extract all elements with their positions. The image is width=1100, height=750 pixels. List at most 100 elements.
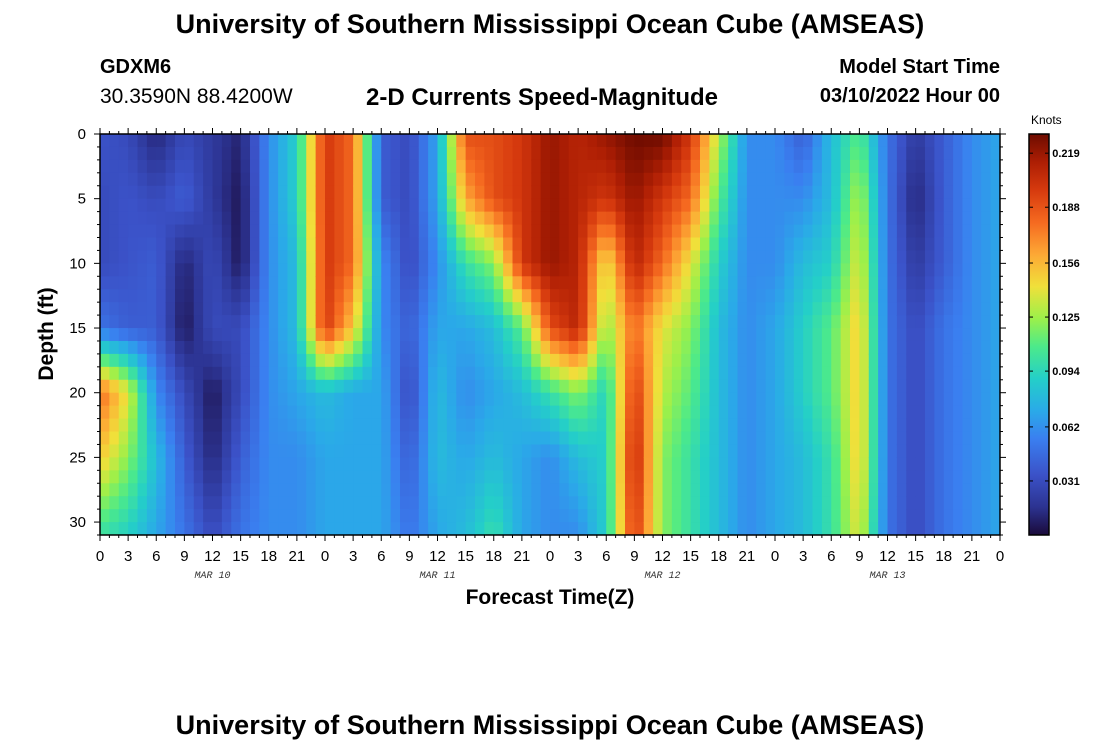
heatmap-cell xyxy=(484,289,495,303)
heatmap-cell xyxy=(221,237,232,252)
heatmap-cell xyxy=(325,431,335,446)
heatmap-cell xyxy=(531,237,542,252)
heatmap-cell xyxy=(765,289,776,303)
heatmap-cell xyxy=(146,366,157,381)
heatmap-cell xyxy=(371,211,382,226)
heatmap-cell xyxy=(887,405,898,420)
heatmap-cell xyxy=(109,431,120,446)
heatmap-cell xyxy=(212,366,223,381)
heatmap-cell xyxy=(821,159,832,174)
heatmap-cell xyxy=(709,444,720,458)
heatmap-cell xyxy=(231,302,242,316)
heatmap-cell xyxy=(700,159,710,174)
heatmap-cell xyxy=(343,353,354,368)
heatmap-cell xyxy=(896,134,907,148)
heatmap-cell xyxy=(231,496,242,510)
heatmap-cell xyxy=(868,328,879,342)
heatmap-cell xyxy=(109,237,120,252)
heatmap-cell xyxy=(859,379,870,394)
date-labels: MAR 10 MAR 11 MAR 12 MAR 13 xyxy=(194,571,905,582)
heatmap-cell xyxy=(737,289,748,303)
heatmap-cell xyxy=(296,483,307,497)
heatmap-cell xyxy=(850,172,860,187)
heatmap-cell xyxy=(784,159,795,174)
heatmap-cell xyxy=(381,250,392,264)
heatmap-cell xyxy=(718,431,729,446)
heatmap-cell xyxy=(268,340,279,355)
heatmap-cell xyxy=(175,483,185,497)
heatmap-cell xyxy=(878,211,889,226)
heatmap-cell xyxy=(203,457,214,471)
heatmap-cell xyxy=(756,159,767,174)
heatmap-cell xyxy=(709,470,720,484)
heatmap-cell xyxy=(371,392,382,407)
heatmap-cell xyxy=(240,146,251,161)
heatmap-cell xyxy=(568,289,579,303)
heatmap-cell xyxy=(934,340,945,355)
heatmap-cell xyxy=(137,392,148,407)
heatmap-cell xyxy=(306,159,317,174)
heatmap-cell xyxy=(578,224,589,239)
heatmap-cell xyxy=(821,172,832,187)
heatmap-cell xyxy=(296,289,307,303)
heatmap-cell xyxy=(512,366,523,381)
heatmap-cell xyxy=(531,146,542,161)
colorbar-tick-label: 0.094 xyxy=(1052,366,1080,378)
heatmap-cell xyxy=(203,496,214,510)
heatmap-cell xyxy=(821,328,832,342)
heatmap-cell xyxy=(400,353,410,368)
heatmap-cell xyxy=(850,379,860,394)
heatmap-cell xyxy=(484,405,495,420)
heatmap-cell xyxy=(156,315,167,329)
heatmap-cell xyxy=(896,392,907,407)
heatmap-cell xyxy=(850,134,860,148)
heatmap-cell xyxy=(446,392,457,407)
heatmap-cell xyxy=(475,457,485,471)
heatmap-cell xyxy=(268,328,279,342)
heatmap-cell xyxy=(540,431,551,446)
heatmap-cell xyxy=(100,224,110,239)
heatmap-cell xyxy=(128,340,139,355)
heatmap-cell xyxy=(493,146,504,161)
heatmap-cell xyxy=(625,457,635,471)
heatmap-cell xyxy=(578,483,589,497)
heatmap-cell xyxy=(784,263,795,277)
heatmap-cell xyxy=(615,340,626,355)
heatmap-cell xyxy=(690,237,701,252)
heatmap-cell xyxy=(100,198,110,213)
heatmap-cell xyxy=(334,185,345,200)
heatmap-cell xyxy=(765,276,776,290)
heatmap-cell xyxy=(203,522,214,535)
heatmap-cell xyxy=(934,211,945,226)
heatmap-cell xyxy=(737,224,748,239)
heatmap-cell xyxy=(606,211,617,226)
heatmap-cell xyxy=(671,496,682,510)
heatmap-cell xyxy=(146,289,157,303)
heatmap-cell xyxy=(596,198,607,213)
heatmap-cell xyxy=(831,392,842,407)
heatmap-cell xyxy=(953,315,964,329)
heatmap-cell xyxy=(700,366,710,381)
heatmap-cell xyxy=(859,392,870,407)
heatmap-cell xyxy=(962,431,973,446)
heatmap-cell xyxy=(821,237,832,252)
heatmap-cell xyxy=(259,496,270,510)
heatmap-cell xyxy=(259,250,270,264)
heatmap-cell xyxy=(915,250,926,264)
heatmap-cell xyxy=(756,211,767,226)
heatmap-cell xyxy=(803,340,814,355)
heatmap-cell xyxy=(221,224,232,239)
heatmap-cell xyxy=(962,444,973,458)
heatmap-cell xyxy=(971,457,982,471)
heatmap-cell xyxy=(896,146,907,161)
heatmap-cell xyxy=(625,250,635,264)
heatmap-cell xyxy=(850,444,860,458)
heatmap-cell xyxy=(334,315,345,329)
heatmap-cell xyxy=(512,146,523,161)
heatmap-cell xyxy=(475,211,485,226)
heatmap-cell xyxy=(250,224,260,239)
heatmap-cell xyxy=(812,457,823,471)
heatmap-cell xyxy=(625,496,635,510)
heatmap-cell xyxy=(146,379,157,394)
heatmap-cell xyxy=(662,496,673,510)
